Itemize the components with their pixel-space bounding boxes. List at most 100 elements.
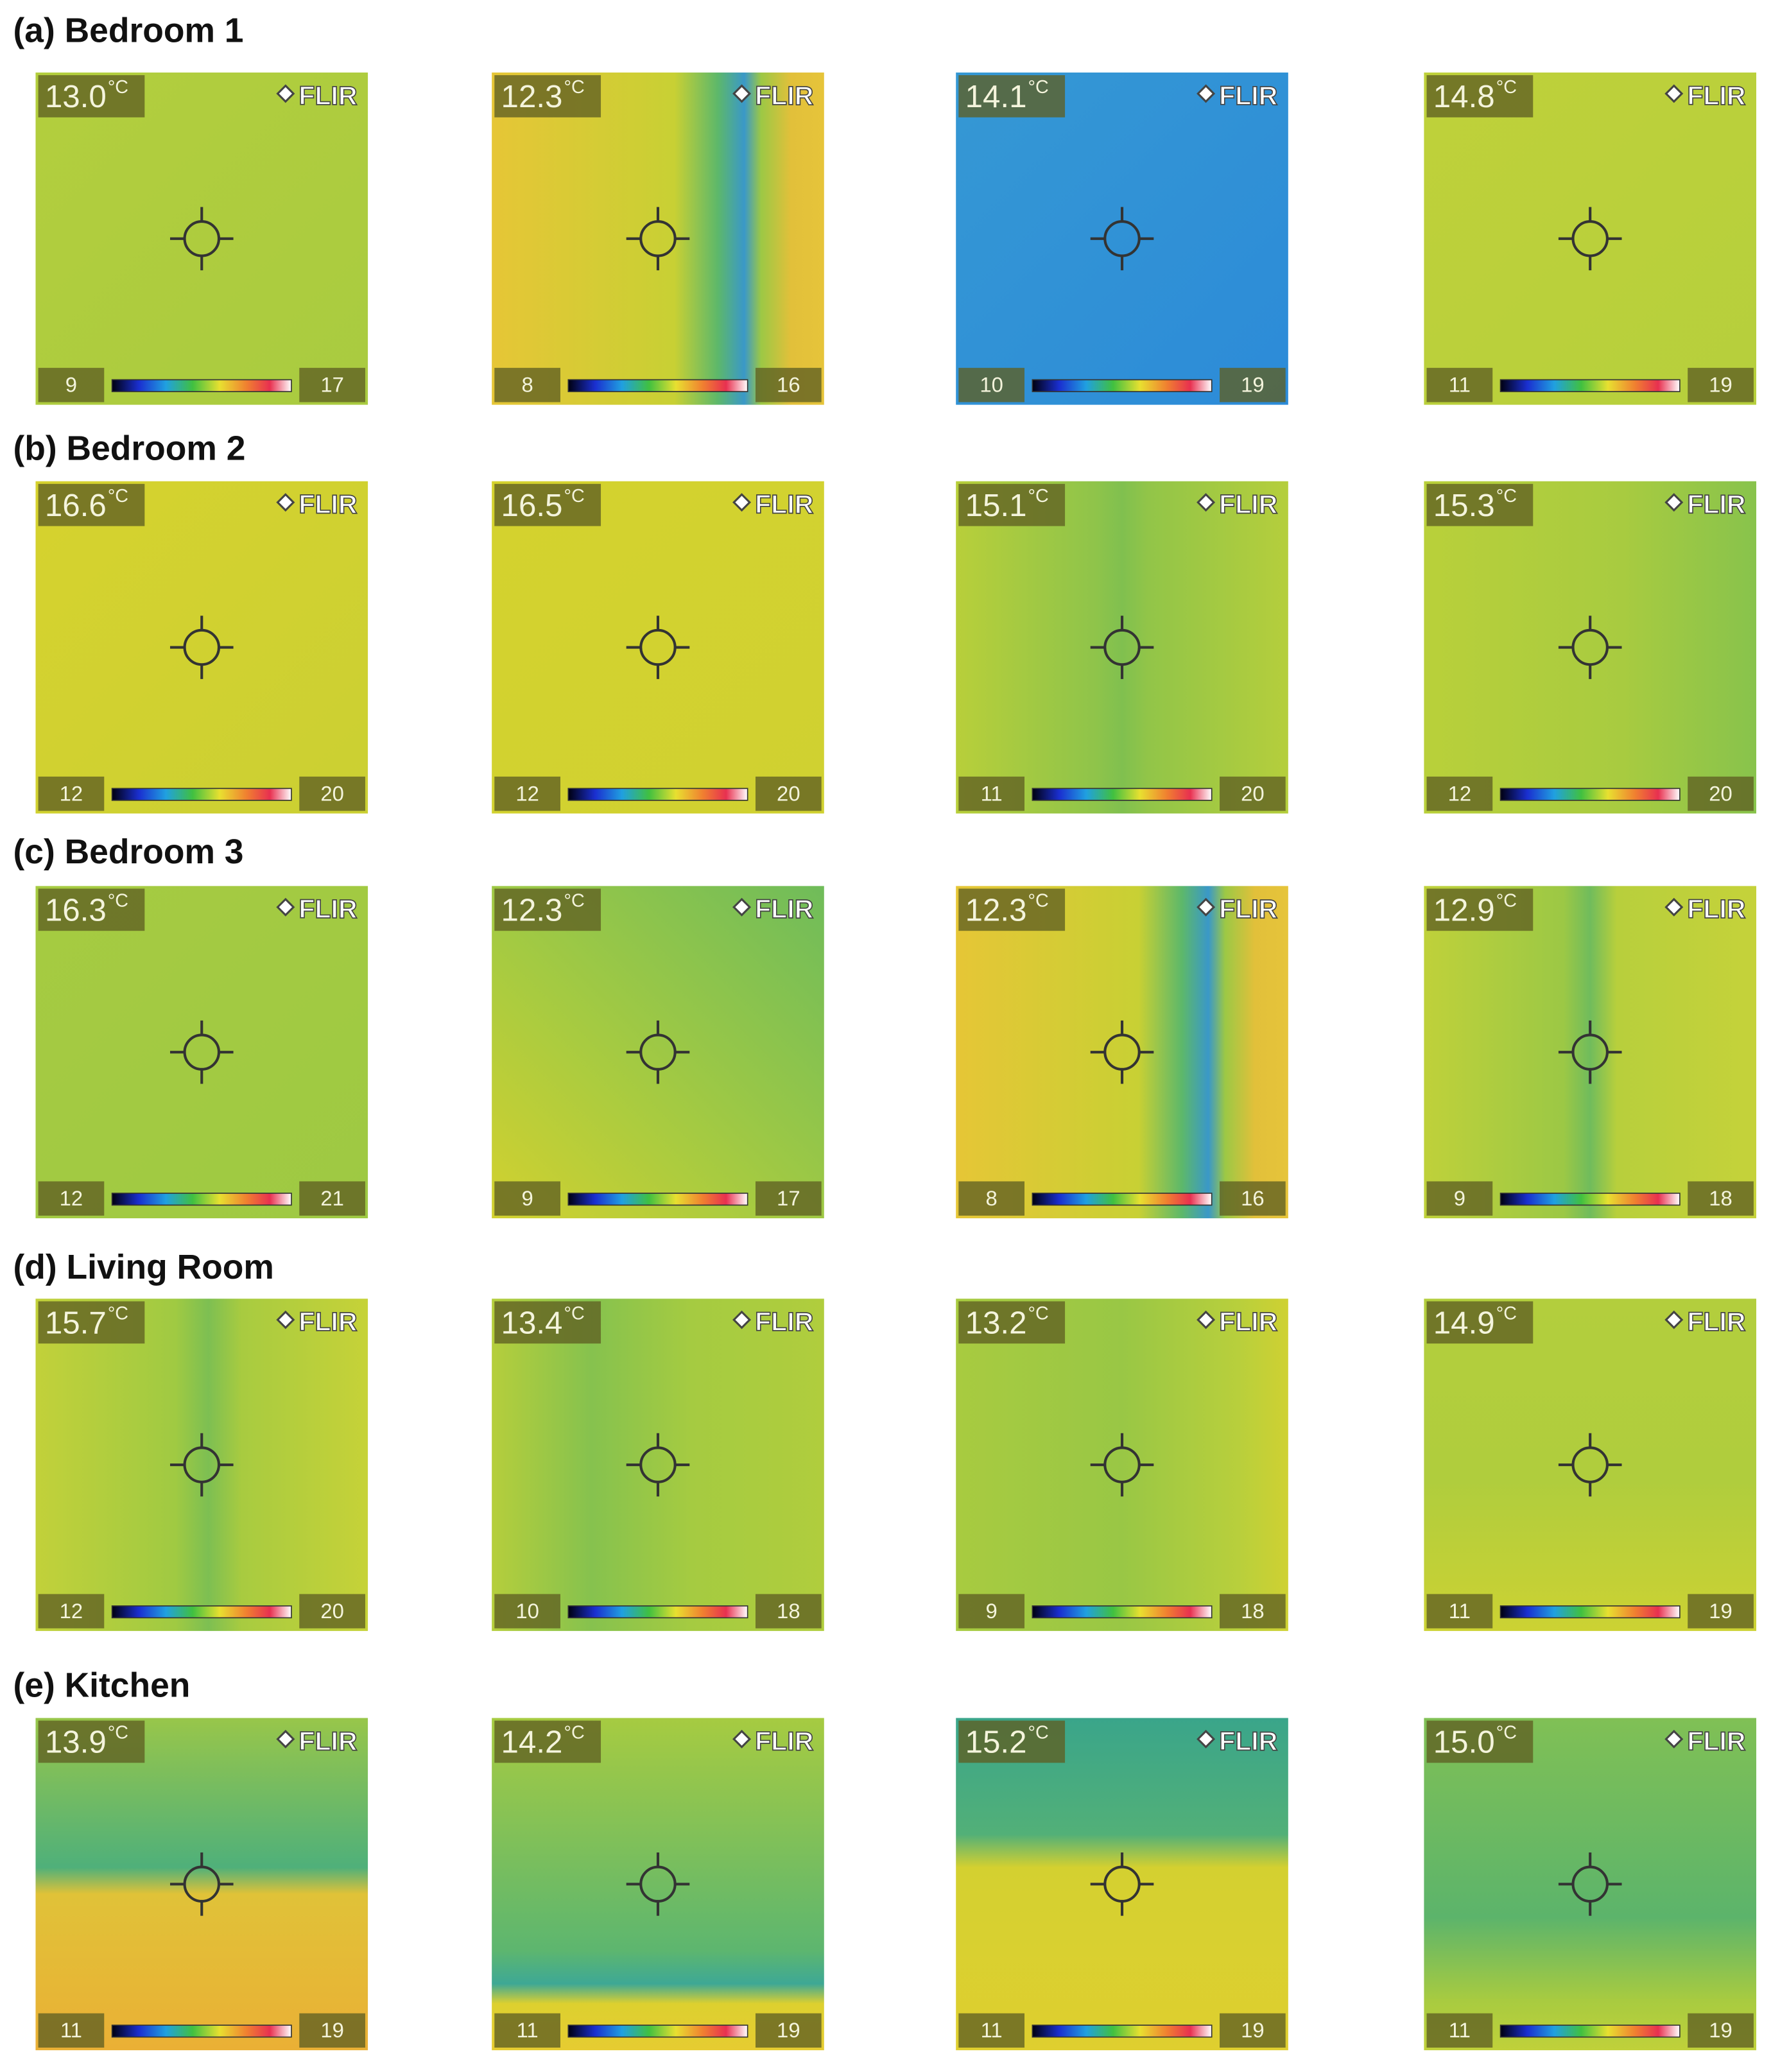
thermal-background [35, 1299, 368, 1631]
crosshair [1090, 207, 1154, 271]
scale-max-box [1220, 1181, 1286, 1216]
brand-icon [1197, 897, 1216, 917]
brand-icon [1664, 493, 1684, 512]
thermal-background [1424, 481, 1757, 814]
brand-logo: FLIR [755, 1726, 813, 1756]
temperature-unit: °C [564, 486, 585, 506]
reading-box [1426, 888, 1534, 931]
reading-box [1426, 1720, 1534, 1763]
brand-icon [276, 1310, 295, 1329]
scale-max: 18 [777, 1599, 800, 1623]
thermal-image: 13.4 °C FLIR 10 18 [492, 1299, 824, 1631]
scale-max: 18 [1709, 1186, 1732, 1210]
temperature-reading: 12.3 [501, 79, 563, 114]
temperature-reading: 13.9 [45, 1725, 107, 1760]
crosshair [1558, 1433, 1622, 1497]
brand-icon [732, 897, 752, 917]
scale-max-box [1688, 1181, 1754, 1216]
temperature-unit: °C [108, 1304, 128, 1324]
brand-logo: FLIR [755, 1307, 813, 1336]
thermal-background [956, 1299, 1288, 1631]
scale-max: 19 [1709, 1599, 1732, 1623]
brand-logo: FLIR [1219, 81, 1277, 110]
thermal-background [1424, 72, 1757, 405]
scale-max-box [299, 776, 365, 811]
temperature-unit: °C [564, 77, 585, 98]
brand-logo: FLIR [298, 1307, 357, 1336]
scale-min-box [494, 368, 560, 402]
scale-max: 20 [320, 781, 344, 805]
reading-box [494, 1301, 601, 1344]
scale-min: 9 [986, 1599, 998, 1623]
scale-max: 19 [320, 2018, 344, 2042]
temperature-unit: °C [564, 891, 585, 911]
scale-max-box [1688, 776, 1754, 811]
color-scale [567, 2025, 748, 2038]
brand-icon [1197, 1729, 1216, 1748]
thermal-image: 15.3 °C FLIR 12 20 [1424, 481, 1757, 814]
thermal-image: 14.8 °C FLIR 11 19 [1424, 72, 1757, 405]
scale-min-box [38, 1594, 105, 1628]
thermal-background [492, 886, 824, 1218]
scale-max: 17 [777, 1186, 800, 1210]
scale-min-box [1426, 1181, 1493, 1216]
section-title: (b) Bedroom 2 [13, 430, 246, 468]
brand-logo: FLIR [1687, 490, 1745, 519]
temperature-unit: °C [1496, 77, 1517, 98]
scale-max-box [755, 1594, 822, 1628]
scale-max-box [1220, 1594, 1286, 1628]
color-scale [1499, 2025, 1681, 2038]
temperature-unit: °C [108, 1723, 128, 1743]
scale-min-box [1426, 1594, 1493, 1628]
scale-max: 19 [1709, 2018, 1732, 2042]
brand-icon [732, 1310, 752, 1329]
temperature-unit: °C [1496, 891, 1517, 911]
scale-min: 11 [517, 2018, 539, 2042]
brand-icon [276, 1729, 295, 1748]
temperature-reading: 14.8 [1433, 79, 1495, 114]
brand-icon [1664, 897, 1684, 917]
color-scale [111, 379, 292, 392]
scale-min: 9 [65, 373, 77, 397]
brand-icon [732, 84, 752, 103]
color-scale [1032, 1605, 1213, 1619]
scale-max-box [299, 1594, 365, 1628]
brand-logo: FLIR [1687, 1726, 1745, 1756]
color-scale [567, 1193, 748, 1206]
reading-box [38, 1301, 145, 1344]
section-title: (c) Bedroom 3 [13, 833, 244, 871]
temperature-reading: 14.1 [965, 79, 1027, 114]
reading-box [1426, 1301, 1534, 1344]
crosshair [1090, 1020, 1154, 1084]
reading-box [38, 888, 145, 931]
scale-min: 10 [980, 373, 1003, 397]
reading-box [958, 75, 1066, 117]
temperature-unit: °C [1496, 1304, 1517, 1324]
scale-max: 16 [1241, 1186, 1265, 1210]
temperature-reading: 12.3 [501, 892, 563, 928]
thermal-background [1424, 1299, 1757, 1631]
scale-min-box [38, 368, 105, 402]
crosshair [1090, 616, 1154, 679]
scale-min-box [1426, 2013, 1493, 2048]
brand-icon [1197, 84, 1216, 103]
thermal-background [956, 1718, 1288, 2051]
temperature-reading: 15.0 [1433, 1725, 1495, 1760]
crosshair [169, 1433, 234, 1497]
brand-icon [732, 493, 752, 512]
scale-min: 9 [1454, 1186, 1465, 1210]
thermal-image: 13.0 °C FLIR 9 17 [35, 72, 368, 405]
thermal-image: 15.0 °C FLIR 11 19 [1424, 1718, 1757, 2051]
temperature-reading: 15.1 [965, 488, 1027, 523]
scale-min: 12 [60, 1599, 83, 1623]
crosshair [1558, 1852, 1622, 1916]
scale-min-box [1426, 776, 1493, 811]
scale-max-box [755, 368, 822, 402]
color-scale [111, 788, 292, 801]
thermal-image: 16.5 °C FLIR 12 20 [492, 481, 824, 814]
temperature-unit: °C [1028, 1304, 1049, 1324]
brand-icon [1664, 1729, 1684, 1748]
color-scale [111, 1193, 292, 1206]
temperature-unit: °C [1028, 486, 1049, 506]
